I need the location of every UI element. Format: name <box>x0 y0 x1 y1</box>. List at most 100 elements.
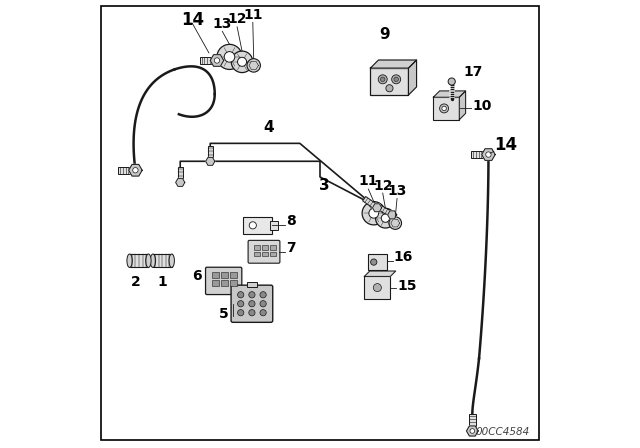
Bar <box>368 254 387 270</box>
Circle shape <box>260 301 266 307</box>
Polygon shape <box>372 204 381 212</box>
Bar <box>469 414 476 431</box>
Bar <box>246 282 257 287</box>
Bar <box>262 245 268 250</box>
Polygon shape <box>205 157 215 165</box>
Text: 14: 14 <box>180 11 204 29</box>
Polygon shape <box>460 91 466 120</box>
Text: 13: 13 <box>212 17 232 31</box>
Polygon shape <box>371 60 417 68</box>
Circle shape <box>373 284 381 292</box>
Polygon shape <box>467 426 478 436</box>
Circle shape <box>448 78 455 85</box>
Bar <box>243 217 272 234</box>
Circle shape <box>389 217 401 229</box>
Polygon shape <box>207 146 213 164</box>
Circle shape <box>386 85 393 92</box>
Circle shape <box>249 301 255 307</box>
Circle shape <box>369 208 379 218</box>
Polygon shape <box>408 60 417 95</box>
FancyBboxPatch shape <box>205 267 242 295</box>
Text: 3: 3 <box>319 178 330 194</box>
Text: 6: 6 <box>193 269 202 283</box>
Text: 5: 5 <box>219 307 228 321</box>
Bar <box>212 280 219 286</box>
Circle shape <box>376 208 396 228</box>
Text: 9: 9 <box>380 27 390 43</box>
Circle shape <box>224 52 235 62</box>
Circle shape <box>260 292 266 298</box>
Circle shape <box>237 57 246 66</box>
FancyBboxPatch shape <box>231 285 273 323</box>
Circle shape <box>381 214 390 222</box>
Circle shape <box>237 292 244 298</box>
Bar <box>433 97 460 120</box>
Circle shape <box>380 77 385 82</box>
Ellipse shape <box>146 254 151 267</box>
Bar <box>270 245 276 250</box>
Bar <box>200 57 217 64</box>
Circle shape <box>249 222 257 229</box>
Text: 13: 13 <box>387 184 407 198</box>
Text: 11: 11 <box>243 8 262 22</box>
Ellipse shape <box>169 254 174 267</box>
Circle shape <box>442 106 446 111</box>
Circle shape <box>362 202 385 225</box>
Text: 12: 12 <box>227 12 247 26</box>
Text: 10: 10 <box>472 99 492 113</box>
Ellipse shape <box>127 254 132 267</box>
Circle shape <box>237 301 244 307</box>
Circle shape <box>378 75 387 84</box>
Circle shape <box>371 259 377 265</box>
Bar <box>230 280 237 286</box>
Circle shape <box>260 310 266 316</box>
Circle shape <box>247 59 260 72</box>
Bar <box>269 221 278 229</box>
Circle shape <box>440 104 449 113</box>
Bar <box>254 245 260 250</box>
Bar <box>221 272 228 278</box>
Circle shape <box>214 58 220 63</box>
Text: 2: 2 <box>131 275 140 289</box>
Circle shape <box>132 168 138 173</box>
Circle shape <box>394 77 398 82</box>
Text: 7: 7 <box>287 241 296 255</box>
Text: 4: 4 <box>263 120 274 135</box>
Bar <box>230 272 237 278</box>
Circle shape <box>249 292 255 298</box>
Bar <box>364 276 390 299</box>
Bar <box>118 167 136 173</box>
Polygon shape <box>363 197 380 211</box>
Polygon shape <box>364 271 396 276</box>
Circle shape <box>392 75 401 84</box>
Bar <box>212 272 219 278</box>
Bar <box>221 280 228 286</box>
Text: 1: 1 <box>157 275 167 289</box>
Ellipse shape <box>150 254 156 267</box>
Circle shape <box>231 51 253 73</box>
Text: 8: 8 <box>287 214 296 228</box>
Text: 15: 15 <box>397 279 417 293</box>
Circle shape <box>217 44 242 69</box>
Text: 11: 11 <box>358 174 378 189</box>
Polygon shape <box>377 205 396 218</box>
Text: 14: 14 <box>494 136 517 154</box>
Polygon shape <box>388 211 397 219</box>
Bar <box>371 68 408 95</box>
Text: 17: 17 <box>463 65 483 79</box>
Text: 12: 12 <box>373 178 392 193</box>
Circle shape <box>470 429 475 433</box>
Bar <box>472 151 488 158</box>
Bar <box>153 254 172 267</box>
Polygon shape <box>129 164 142 176</box>
Polygon shape <box>177 167 183 185</box>
Bar <box>262 252 268 256</box>
Polygon shape <box>482 149 495 160</box>
Circle shape <box>237 310 244 316</box>
Polygon shape <box>175 178 185 186</box>
Bar <box>129 254 148 267</box>
Polygon shape <box>433 91 466 97</box>
Bar <box>254 252 260 256</box>
Text: 00CC4584: 00CC4584 <box>476 427 530 437</box>
Circle shape <box>249 310 255 316</box>
